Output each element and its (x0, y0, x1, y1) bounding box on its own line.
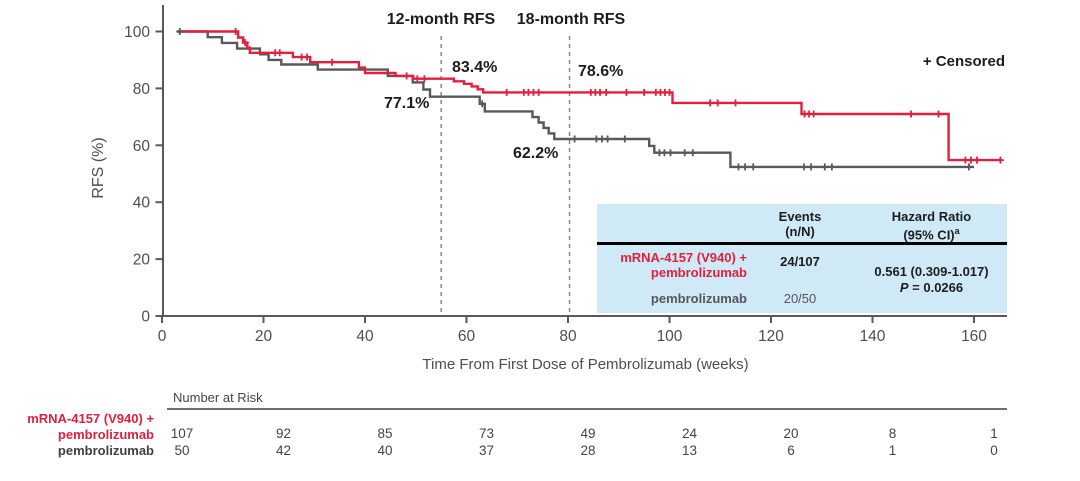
km-curve-mrna-4157 (177, 30, 1002, 162)
censored-legend: + Censored (922, 53, 1005, 70)
risk-value: 49 (580, 426, 596, 441)
x-tick-label: 160 (961, 328, 987, 345)
risk-value: 85 (377, 426, 393, 441)
censor-marks-mrna-4157 (232, 28, 1004, 164)
km-curve-pembrolizumab (177, 30, 974, 169)
annotation-gray-18mo-value: 62.2% (513, 145, 559, 162)
annotation-red-12mo-value: 83.4% (452, 59, 498, 76)
x-tick-label: 80 (559, 328, 577, 345)
risk-value: 42 (275, 443, 292, 458)
y-tick-label: 100 (124, 24, 150, 41)
number-at-risk-divider (167, 408, 1007, 410)
hr-row-mrna-events: 24/107 (780, 254, 820, 269)
hr-header-events-line1: Events (778, 209, 822, 224)
hr-row-mrna-label: mRNA-4157 (V940) + pembrolizumab (601, 250, 747, 280)
y-tick-label: 40 (133, 195, 151, 212)
risk-value: 1 (990, 426, 998, 441)
x-tick-label: 20 (255, 328, 273, 345)
risk-value: 6 (787, 443, 795, 458)
risk-row-mrna-label-line2: pembrolizumab (57, 427, 154, 442)
hazard-ratio-value: 0.561 (0.309-1.017) P = 0.0266 (859, 264, 1004, 296)
km-chart-canvas: 0 20 40 60 80 100 0 20 40 60 80 100 120 140 160 RFS (%) (90, 5, 1007, 345)
p-value-label: P (899, 280, 909, 295)
y-tick-label: 80 (133, 81, 151, 98)
risk-value: 40 (377, 443, 393, 458)
hr-header-ratio-ci: (95% CI) (903, 227, 955, 243)
risk-value: 28 (580, 443, 596, 458)
censor-marks-pembrolizumab (176, 28, 973, 171)
risk-row-mrna-label: mRNA-4157 (V940) + pembrolizumab (0, 411, 154, 443)
x-tick-label: 120 (758, 328, 784, 345)
p-value-number: = 0.0266 (908, 280, 964, 295)
number-at-risk-title: Number at Risk (173, 390, 263, 405)
hr-table-separator (597, 242, 1007, 245)
hr-header-events-line2: (n/N) (785, 224, 815, 239)
annotation-12-month-rfs: 12-month RFS (386, 11, 496, 28)
risk-value: 0 (990, 443, 998, 458)
risk-value: 107 (170, 426, 194, 441)
y-axis-title: RFS (%) (90, 137, 107, 198)
hr-table-header-events: Events (n/N) (750, 209, 850, 239)
x-tick-label: 0 (158, 328, 167, 345)
risk-value: 50 (174, 443, 190, 458)
risk-value: 24 (681, 426, 698, 441)
hr-header-ratio-line2: (95% CI)a (859, 224, 1004, 242)
risk-row-pembro-label: pembrolizumab (57, 443, 154, 458)
risk-value: 8 (888, 426, 897, 441)
risk-value: 1 (888, 443, 897, 458)
x-tick-label: 60 (458, 328, 476, 345)
hr-table-header-ratio: Hazard Ratio (95% CI)a (859, 209, 1004, 242)
x-tick-label: 40 (356, 328, 374, 345)
annotation-18-month-rfs: 18-month RFS (516, 11, 626, 28)
risk-value: 20 (783, 426, 799, 441)
risk-row-mrna-label-line1: mRNA-4157 (V940) + (27, 411, 154, 426)
x-axis-title: Time From First Dose of Pembrolizumab (w… (422, 356, 749, 373)
hazard-ratio-ci: 0.561 (0.309-1.017) (874, 264, 989, 279)
y-tick-label: 60 (133, 138, 151, 155)
p-value: P = 0.0266 (859, 280, 1004, 296)
hazard-ratio-table: Events (n/N) Hazard Ratio (95% CI)a mRNA… (597, 204, 1007, 313)
hr-header-footnote-marker: a (954, 226, 960, 236)
hr-row-mrna-label-line2: pembrolizumab (650, 265, 747, 280)
risk-value: 92 (275, 426, 292, 441)
x-tick-label: 140 (860, 328, 886, 345)
hr-row-mrna-label-line1: mRNA-4157 (V940) + (620, 250, 747, 265)
y-tick-label: 20 (133, 252, 151, 269)
x-tick-label: 100 (657, 328, 683, 345)
y-tick-label: 0 (141, 309, 150, 326)
risk-value: 13 (681, 443, 698, 458)
annotation-red-18mo-value: 78.6% (578, 63, 624, 80)
risk-value: 73 (478, 426, 495, 441)
hr-row-pembro-events: 20/50 (783, 291, 817, 306)
hr-row-pembro-label: pembrolizumab (650, 291, 747, 306)
hr-header-ratio-line1: Hazard Ratio (891, 209, 972, 224)
risk-value: 37 (478, 443, 495, 458)
annotation-gray-12mo-value: 77.1% (384, 95, 430, 112)
